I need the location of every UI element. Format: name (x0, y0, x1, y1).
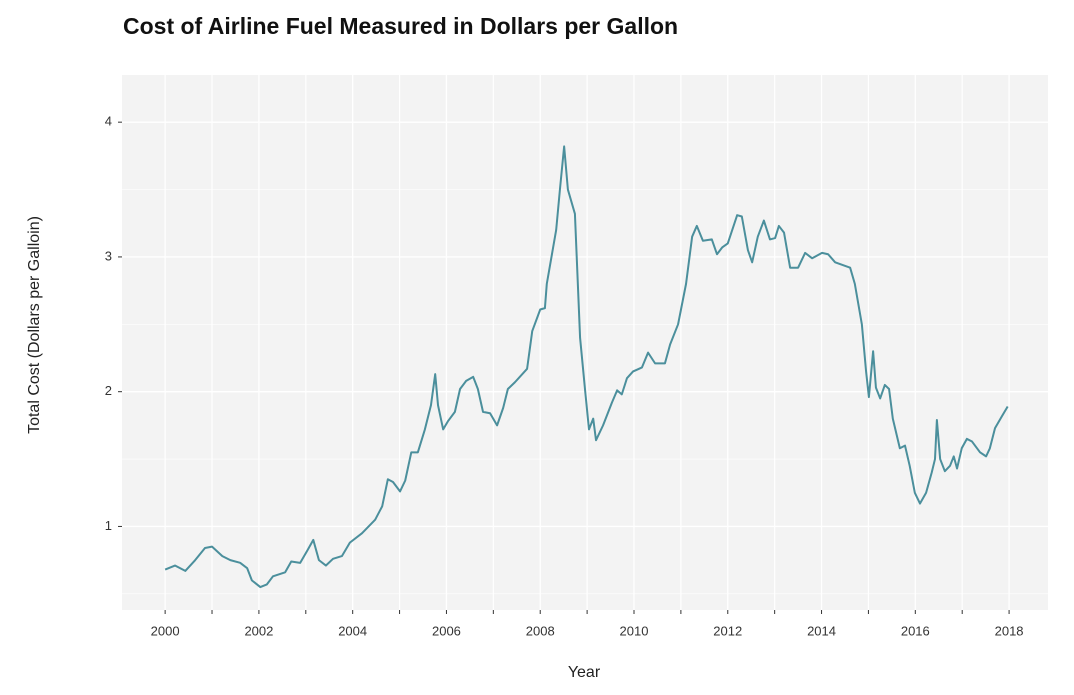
y-axis-title: Total Cost (Dollars per Galloin) (26, 216, 43, 434)
x-tick-label: 2002 (244, 623, 273, 638)
x-tick-label: 2004 (338, 623, 367, 638)
y-tick-label: 4 (105, 114, 112, 129)
x-tick-label: 2008 (526, 623, 555, 638)
x-tick-label: 2014 (807, 623, 836, 638)
x-tick-label: 2000 (151, 623, 180, 638)
x-tick-label: 2016 (901, 623, 930, 638)
x-tick-label: 2018 (995, 623, 1024, 638)
y-tick-label: 3 (105, 248, 112, 263)
chart-title: Cost of Airline Fuel Measured in Dollars… (123, 13, 678, 39)
x-axis-title: Year (568, 664, 601, 681)
x-tick-label: 2006 (432, 623, 461, 638)
x-tick-label: 2010 (620, 623, 649, 638)
x-tick-label: 2012 (713, 623, 742, 638)
plot-background (122, 75, 1048, 610)
line-series (164, 145, 1009, 589)
y-tick-label: 1 (105, 518, 112, 533)
y-tick-label: 2 (105, 383, 112, 398)
